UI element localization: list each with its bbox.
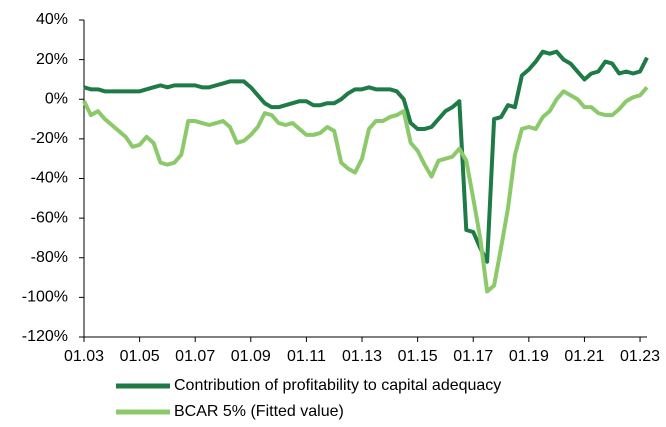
x-tick-label: 01.17 — [453, 348, 493, 365]
x-tick-label: 01.03 — [64, 348, 104, 365]
legend-label: BCAR 5% (Fitted value) — [174, 403, 344, 420]
x-tick-label: 01.23 — [620, 348, 660, 365]
y-tick-label: -60% — [31, 209, 68, 226]
x-tick-label: 01.13 — [342, 348, 382, 365]
y-tick-label: -80% — [31, 249, 68, 266]
series-line — [82, 86, 649, 294]
x-tick-label: 01.21 — [564, 348, 604, 365]
y-tick-label: -20% — [31, 130, 68, 147]
x-tick-label: 01.19 — [509, 348, 549, 365]
x-tick-label: 01.15 — [398, 348, 438, 365]
x-tick-label: 01.05 — [120, 348, 160, 365]
y-tick-label: 20% — [36, 51, 68, 68]
x-tick-label: 01.11 — [287, 348, 326, 365]
x-tick-label: 01.09 — [231, 348, 271, 365]
x-tick-label: 01.07 — [175, 348, 215, 365]
y-tick-label: -40% — [31, 170, 68, 187]
series-line — [83, 49, 649, 264]
y-tick-label: -100% — [22, 289, 68, 306]
y-tick-label: 40% — [36, 11, 68, 28]
y-tick-label: -120% — [22, 328, 68, 345]
y-tick-label: 0% — [45, 90, 68, 107]
legend-label: Contribution of profitability to capital… — [174, 377, 501, 394]
